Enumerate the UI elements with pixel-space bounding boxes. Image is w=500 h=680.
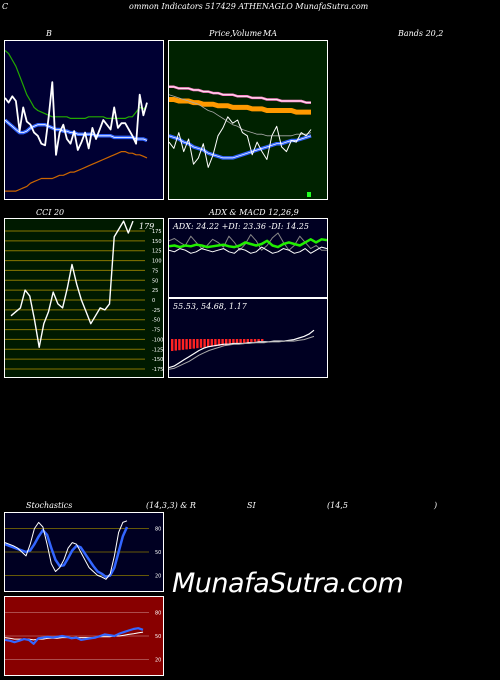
macd-histogram-bar <box>174 339 177 351</box>
macd-histogram-bar <box>210 339 213 347</box>
bb-lower-band-line <box>5 150 148 192</box>
cci-tick-label: -150 <box>152 357 163 363</box>
stoch-label-a: Stochastics <box>26 501 73 510</box>
cci-tick-label: 25 <box>152 288 158 294</box>
cci-tick-label: -125 <box>152 347 163 353</box>
macd-histogram-bar <box>232 339 235 345</box>
adx-panel: ADX: 24.22 +DI: 23.36 -DI: 14.25 <box>168 218 328 298</box>
rsi-tick-label: 80 <box>155 611 161 617</box>
cci-tick-label: 50 <box>152 278 158 284</box>
adx-readout: ADX: 24.22 +DI: 23.36 -DI: 14.25 <box>172 222 309 231</box>
macd-readout: 55.53, 54.68, 1.17 <box>173 302 248 311</box>
bb-upper-band-line <box>5 50 148 120</box>
macd-histogram-bar <box>203 339 206 348</box>
cci-chart: 175 150 125 100 75 50 25 0 -25 -50 -75 -100 -125 -150… <box>5 220 163 373</box>
cci-tick-label: 100 <box>152 259 162 265</box>
macd-histogram-bar <box>199 339 203 348</box>
volume-label: Volume <box>232 29 262 38</box>
stoch-label-e: ) <box>434 501 438 510</box>
macd-histogram-bar <box>192 339 195 349</box>
cci-tick-label: -100 <box>152 337 163 343</box>
cci-tick-label: -75 <box>152 328 160 334</box>
macd-histogram-bar <box>185 339 188 350</box>
header-c: C <box>2 2 9 11</box>
bb-label: B <box>46 29 52 38</box>
bollinger-chart <box>5 50 148 192</box>
rsi-tick-label: 50 <box>155 634 161 640</box>
rsi-panel: 80 50 20 <box>4 596 164 676</box>
cci-label: CCI 20 <box>36 208 65 217</box>
cci-tick-label: 75 <box>152 268 158 274</box>
adx-macd-label: ADX & MACD 12,26,9 <box>209 208 299 217</box>
macd-chart: 55.53, 54.68, 1.17 <box>169 302 315 370</box>
macd-histogram-bar <box>221 339 224 346</box>
rsi-line <box>5 627 144 645</box>
macd-histogram-bar <box>225 339 228 345</box>
cci-tick-label: 0 <box>152 298 155 304</box>
cci-line <box>10 220 134 349</box>
stoch-label-d: (14,5 <box>327 501 348 510</box>
volume-bar <box>307 192 311 197</box>
macd-panel: 55.53, 54.68, 1.17 <box>168 298 328 378</box>
ma-white-line <box>169 86 311 103</box>
stoch-k-line <box>5 520 128 580</box>
ma-label: MA <box>263 29 277 38</box>
macd-histogram-bar <box>239 339 242 344</box>
ma-blue-core-line <box>169 135 312 159</box>
macd-histogram-bar <box>228 339 231 345</box>
bands-label: Bands 20,2 <box>398 29 444 38</box>
stoch-d-line <box>5 526 129 579</box>
macd-histogram-bar <box>243 339 246 343</box>
stoch-tick-label: 80 <box>155 527 161 533</box>
cci-tick-label: -175 <box>152 367 163 373</box>
bollinger-panel <box>4 40 164 200</box>
macd-histogram-bar <box>246 339 249 343</box>
macd-histogram-bar <box>181 339 185 350</box>
price-ma-chart <box>169 85 312 197</box>
stoch-tick-label: 20 <box>155 573 161 579</box>
macd-histogram-bar <box>196 339 199 349</box>
cci-panel: 175 150 125 100 75 50 25 0 -25 -50 -75 -100 -125 -150… <box>4 218 164 378</box>
adx-minus-di-line <box>169 232 327 251</box>
ma-gray-line <box>169 94 312 137</box>
price-label: Price, <box>209 29 233 38</box>
stochastics-panel: 80 50 20 <box>4 512 164 592</box>
price-ma-panel <box>168 40 328 200</box>
cci-tick-label: 150 <box>152 239 162 245</box>
macd-histogram-bar <box>189 339 192 349</box>
bb-price-line <box>5 81 148 156</box>
stoch-tick-label: 50 <box>155 550 161 556</box>
macd-histogram-bar <box>207 339 210 347</box>
macd-signal-line <box>169 335 315 370</box>
watermark: MunafaSutra.com <box>172 568 404 599</box>
macd-histogram-bar <box>235 339 239 344</box>
macd-histogram-bar <box>261 339 264 341</box>
macd-histogram-bar <box>178 339 181 351</box>
cci-tick-label: -50 <box>152 318 160 324</box>
cci-last-value: 179 <box>139 222 154 231</box>
macd-histogram-bar <box>171 339 174 351</box>
price-line <box>169 116 312 168</box>
adx-line <box>169 246 327 254</box>
rsi-tick-label: 20 <box>155 657 161 663</box>
adx-chart: ADX: 24.22 +DI: 23.36 -DI: 14.25 <box>169 222 327 254</box>
bb-middle-core-line <box>5 119 148 141</box>
macd-histogram-bar <box>253 339 257 342</box>
macd-histogram-bar <box>214 339 217 347</box>
macd-histogram-bar <box>217 339 221 346</box>
adx-plus-di-line <box>169 238 327 249</box>
cci-tick-label: 175 <box>152 229 162 235</box>
cci-tick-label: -25 <box>152 308 160 314</box>
stoch-label-b: (14,3,3) & R <box>146 501 196 510</box>
macd-histogram-bar <box>250 339 253 343</box>
rsi-chart: 80 50 20 <box>5 611 161 663</box>
cci-tick-label: 125 <box>152 249 162 255</box>
header-title: ommon Indicators 517429 ATHENAGLO Munafa… <box>129 2 369 11</box>
stochastics-chart: 80 50 20 <box>5 520 161 580</box>
macd-histogram-bar <box>257 339 260 342</box>
stoch-label-c: SI <box>247 501 256 510</box>
